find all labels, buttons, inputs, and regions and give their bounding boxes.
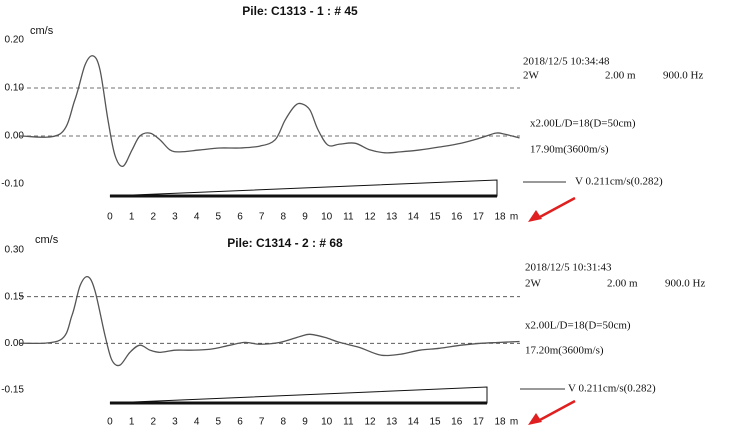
waveform bbox=[19, 55, 520, 167]
x-tick-label: 15 bbox=[429, 212, 441, 223]
x-tick-label: 5 bbox=[216, 417, 222, 428]
x-tick-label: 14 bbox=[408, 212, 420, 223]
x-tick-label: 13 bbox=[386, 417, 398, 428]
y-tick-label: 0.15 bbox=[5, 291, 25, 302]
gain-wedge bbox=[109, 386, 488, 404]
x-tick-label: 9 bbox=[302, 417, 308, 428]
x-tick-label: 6 bbox=[237, 212, 243, 223]
x-tick-label: 11 bbox=[343, 212, 354, 223]
red-arrow-head bbox=[528, 413, 542, 425]
x-tick-label: 16 bbox=[451, 212, 463, 223]
y-tick-label: -0.10 bbox=[1, 179, 24, 190]
chart: Pile: C1313 - 1 : # 45 cm/s 0.20 0.10 0.00 -0… bbox=[1, 4, 703, 222]
x-tick-label: 1 bbox=[129, 417, 135, 428]
x-tick-label: 6 bbox=[237, 417, 243, 428]
y-tick-label: 0.20 bbox=[5, 35, 25, 46]
x-tick-label: 0 bbox=[107, 417, 113, 428]
x-tick-label: 13 bbox=[386, 212, 398, 223]
x-tick-label: 10 bbox=[321, 417, 333, 428]
info: 2W bbox=[525, 278, 542, 290]
timestamp: 2018/12/5 10:31:43 bbox=[525, 262, 612, 274]
x-tick-label: 3 bbox=[172, 212, 178, 223]
x-axis-unit: m bbox=[510, 212, 518, 223]
y-tick-label: 0.00 bbox=[5, 131, 25, 142]
x-tick-label: 4 bbox=[194, 212, 200, 223]
info: 2.00 m bbox=[607, 278, 638, 290]
gain-info: x2.00L/D=18(D=50cm) bbox=[525, 320, 631, 332]
y-tick-label: -0.15 bbox=[1, 385, 24, 396]
gain-info: x2.00L/D=18(D=50cm) bbox=[530, 118, 636, 130]
x-tick-label: 9 bbox=[302, 212, 308, 223]
x-tick-label: 10 bbox=[321, 212, 333, 223]
waveform bbox=[19, 275, 520, 367]
x-tick-label: 8 bbox=[281, 212, 287, 223]
red-arrow bbox=[537, 399, 576, 423]
x-tick-label: 18 bbox=[494, 417, 506, 428]
red-arrow bbox=[537, 196, 576, 220]
velocity-info: V 0.211cm/s(0.282) bbox=[575, 176, 663, 188]
info: 900.0 Hz bbox=[663, 70, 703, 82]
x-tick-label: 4 bbox=[194, 417, 200, 428]
x-tick-label: 17 bbox=[473, 417, 485, 428]
x-tick-label: 1 bbox=[129, 212, 135, 223]
x-tick-label: 14 bbox=[408, 417, 420, 428]
x-tick-label: 7 bbox=[259, 212, 265, 223]
x-axis-unit: m bbox=[510, 417, 518, 428]
length-info: 17.20m(3600m/s) bbox=[525, 345, 604, 357]
x-tick-label: 0 bbox=[107, 212, 113, 223]
y-tick-label: 0.30 bbox=[5, 245, 25, 256]
info: 2.00 m bbox=[605, 70, 636, 82]
chart-title: Pile: C1314 - 2 : # 68 bbox=[227, 236, 343, 250]
x-tick-label: 3 bbox=[172, 417, 178, 428]
y-axis-unit: cm/s bbox=[30, 25, 54, 37]
timestamp: 2018/12/5 10:34:48 bbox=[523, 56, 610, 68]
x-tick-label: 18 bbox=[494, 212, 506, 223]
x-tick-label: 8 bbox=[281, 417, 287, 428]
red-arrow-head bbox=[528, 210, 542, 222]
x-tick-label: 2 bbox=[151, 417, 157, 428]
x-tick-label: 12 bbox=[364, 417, 376, 428]
x-tick-label: 15 bbox=[429, 417, 441, 428]
info: 900.0 Hz bbox=[665, 278, 705, 290]
info: 2W bbox=[523, 70, 540, 82]
gain-wedge bbox=[109, 179, 498, 197]
x-tick-label: 12 bbox=[364, 212, 376, 223]
x-tick-label: 5 bbox=[216, 212, 222, 223]
x-tick-label: 7 bbox=[259, 417, 265, 428]
x-tick-label: 16 bbox=[451, 417, 463, 428]
x-tick-label: 11 bbox=[343, 417, 354, 428]
velocity-info: V 0.211cm/s(0.282) bbox=[568, 383, 656, 395]
chart-title: Pile: C1313 - 1 : # 45 bbox=[242, 4, 358, 18]
chart: Pile: C1314 - 2 : # 68 cm/s 0.30 0.15 0.00 -0… bbox=[1, 234, 705, 428]
y-tick-label: 0.00 bbox=[5, 338, 25, 349]
length-info: 17.90m(3600m/s) bbox=[530, 144, 609, 156]
y-axis-unit: cm/s bbox=[35, 234, 59, 246]
y-tick-label: 0.10 bbox=[5, 83, 25, 94]
x-tick-label: 17 bbox=[473, 212, 485, 223]
x-tick-label: 2 bbox=[151, 212, 157, 223]
